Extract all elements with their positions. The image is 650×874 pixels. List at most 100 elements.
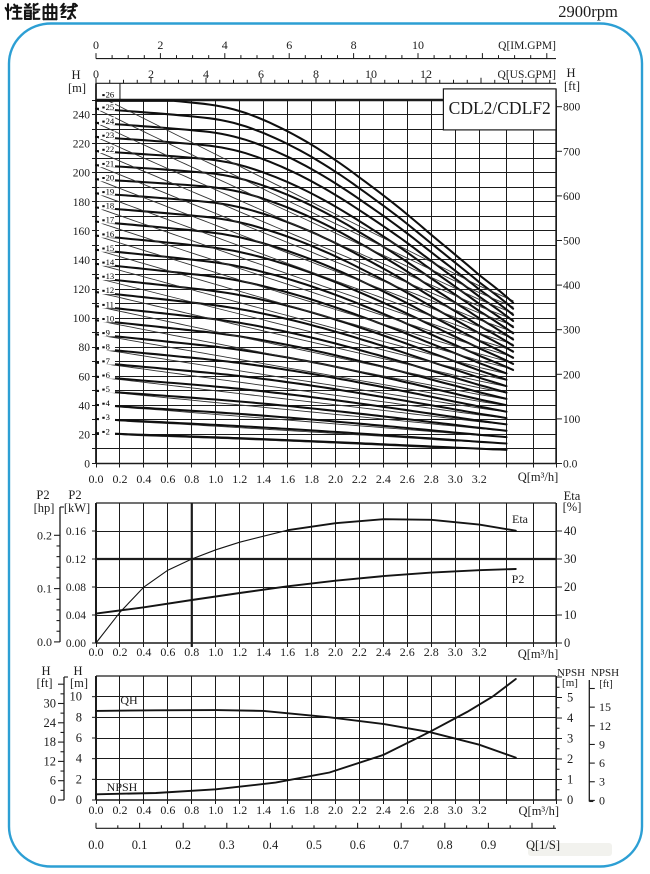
svg-text:400: 400	[563, 280, 581, 292]
svg-text:9: 9	[106, 328, 110, 338]
svg-text:0.4: 0.4	[136, 472, 151, 486]
svg-text:26: 26	[106, 90, 115, 100]
svg-text:8: 8	[313, 67, 319, 81]
svg-text:2.8: 2.8	[424, 645, 439, 659]
svg-text:Q[1/S]: Q[1/S]	[526, 838, 560, 852]
svg-text:0.0: 0.0	[89, 472, 104, 486]
svg-text:0.2: 0.2	[113, 803, 128, 817]
svg-text:9: 9	[599, 737, 605, 751]
svg-text:40: 40	[564, 524, 577, 538]
svg-text:QH: QH	[120, 693, 138, 707]
svg-text:0.04: 0.04	[66, 610, 86, 622]
svg-text:[m]: [m]	[562, 677, 578, 689]
svg-text:0.9: 0.9	[481, 838, 497, 852]
svg-text:3: 3	[106, 412, 110, 422]
svg-text:0.8: 0.8	[184, 645, 199, 659]
svg-text:0: 0	[567, 793, 573, 807]
svg-text:NPSH: NPSH	[591, 667, 619, 679]
svg-text:0.8: 0.8	[437, 838, 453, 852]
svg-text:6: 6	[106, 370, 111, 380]
svg-text:[%]: [%]	[563, 500, 582, 514]
svg-text:3: 3	[567, 732, 573, 746]
svg-text:2.6: 2.6	[400, 472, 415, 486]
svg-text:P2: P2	[68, 488, 81, 502]
svg-text:3.0: 3.0	[448, 803, 463, 817]
svg-text:0.7: 0.7	[393, 838, 409, 852]
svg-text:24: 24	[106, 116, 115, 126]
svg-text:2.6: 2.6	[400, 645, 415, 659]
svg-text:[ft]: [ft]	[37, 676, 53, 690]
svg-text:2.6: 2.6	[400, 803, 415, 817]
svg-text:10: 10	[106, 313, 115, 323]
svg-text:12: 12	[44, 754, 57, 768]
svg-text:2.0: 2.0	[328, 803, 343, 817]
svg-text:H: H	[566, 66, 575, 80]
svg-text:180: 180	[73, 197, 91, 209]
svg-text:60: 60	[79, 371, 91, 383]
svg-text:40: 40	[79, 400, 91, 412]
svg-text:[ft]: [ft]	[564, 79, 580, 93]
svg-text:1.6: 1.6	[280, 645, 295, 659]
svg-text:25: 25	[106, 102, 115, 112]
svg-text:1.0: 1.0	[208, 472, 223, 486]
svg-text:6: 6	[50, 774, 56, 788]
svg-text:30: 30	[44, 697, 57, 711]
svg-text:15: 15	[599, 700, 611, 714]
svg-text:140: 140	[73, 255, 91, 267]
svg-text:0.6: 0.6	[350, 838, 366, 852]
svg-text:[ft]: [ft]	[599, 679, 612, 690]
svg-text:2.2: 2.2	[352, 472, 367, 486]
svg-text:1.6: 1.6	[280, 803, 295, 817]
svg-text:5: 5	[106, 384, 110, 394]
svg-text:0.12: 0.12	[66, 554, 86, 566]
svg-text:15: 15	[106, 243, 115, 253]
svg-text:1: 1	[567, 773, 573, 787]
svg-text:Eta: Eta	[564, 489, 581, 503]
svg-text:14: 14	[106, 257, 115, 267]
svg-text:0.4: 0.4	[136, 803, 151, 817]
svg-text:1.2: 1.2	[232, 803, 247, 817]
svg-text:12: 12	[420, 67, 432, 81]
svg-text:800: 800	[563, 102, 581, 114]
svg-text:0.6: 0.6	[160, 472, 175, 486]
svg-text:3.2: 3.2	[472, 803, 487, 817]
svg-text:0.0: 0.0	[89, 645, 104, 659]
svg-text:700: 700	[563, 146, 581, 158]
svg-text:0: 0	[50, 793, 56, 807]
svg-text:0.0: 0.0	[88, 838, 104, 852]
svg-text:21: 21	[106, 158, 115, 168]
svg-text:100: 100	[563, 414, 581, 426]
svg-text:[hp]: [hp]	[34, 501, 55, 515]
svg-text:2.2: 2.2	[352, 645, 367, 659]
svg-text:10: 10	[365, 67, 377, 81]
svg-text:Q[m³/h]: Q[m³/h]	[518, 647, 559, 661]
svg-text:1.2: 1.2	[232, 645, 247, 659]
svg-text:600: 600	[563, 191, 581, 203]
svg-text:6: 6	[599, 756, 605, 770]
svg-text:1.0: 1.0	[208, 803, 223, 817]
svg-text:0.1: 0.1	[37, 582, 52, 596]
svg-text:1.6: 1.6	[280, 472, 295, 486]
svg-text:160: 160	[73, 226, 91, 238]
svg-text:0.3: 0.3	[219, 838, 235, 852]
svg-text:P2: P2	[36, 488, 49, 502]
svg-text:100: 100	[73, 313, 91, 325]
svg-text:6: 6	[258, 67, 264, 81]
svg-text:0: 0	[76, 793, 82, 807]
svg-text:8: 8	[351, 38, 357, 52]
svg-text:3.2: 3.2	[472, 472, 487, 486]
svg-text:8: 8	[106, 342, 110, 352]
svg-text:0: 0	[84, 459, 90, 471]
svg-text:2.4: 2.4	[376, 645, 391, 659]
svg-text:3: 3	[599, 775, 605, 789]
svg-text:0.2: 0.2	[175, 838, 191, 852]
svg-text:7: 7	[106, 356, 111, 366]
svg-text:6: 6	[76, 731, 82, 745]
svg-text:0.2: 0.2	[113, 472, 128, 486]
svg-text:0.0: 0.0	[89, 803, 104, 817]
svg-text:0.6: 0.6	[160, 645, 175, 659]
svg-text:Q[IM.GPM]: Q[IM.GPM]	[498, 40, 556, 52]
svg-text:4: 4	[222, 38, 228, 52]
svg-text:10: 10	[70, 690, 83, 704]
svg-text:2: 2	[567, 752, 573, 766]
